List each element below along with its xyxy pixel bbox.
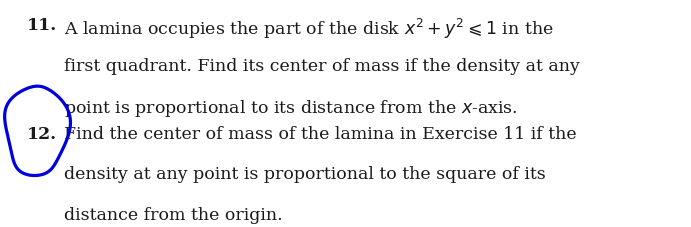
Text: 11.: 11. <box>27 17 57 34</box>
Text: A lamina occupies the part of the disk $x^2 + y^2 \leqslant 1$ in the: A lamina occupies the part of the disk $… <box>64 17 554 41</box>
Text: distance from the origin.: distance from the origin. <box>64 207 283 224</box>
Text: 12.: 12. <box>27 126 57 143</box>
Text: Find the center of mass of the lamina in Exercise 11 if the: Find the center of mass of the lamina in… <box>64 126 577 143</box>
Text: point is proportional to its distance from the $x$-axis.: point is proportional to its distance fr… <box>64 98 518 119</box>
Text: density at any point is proportional to the square of its: density at any point is proportional to … <box>64 166 546 183</box>
Text: first quadrant. Find its center of mass if the density at any: first quadrant. Find its center of mass … <box>64 58 580 74</box>
